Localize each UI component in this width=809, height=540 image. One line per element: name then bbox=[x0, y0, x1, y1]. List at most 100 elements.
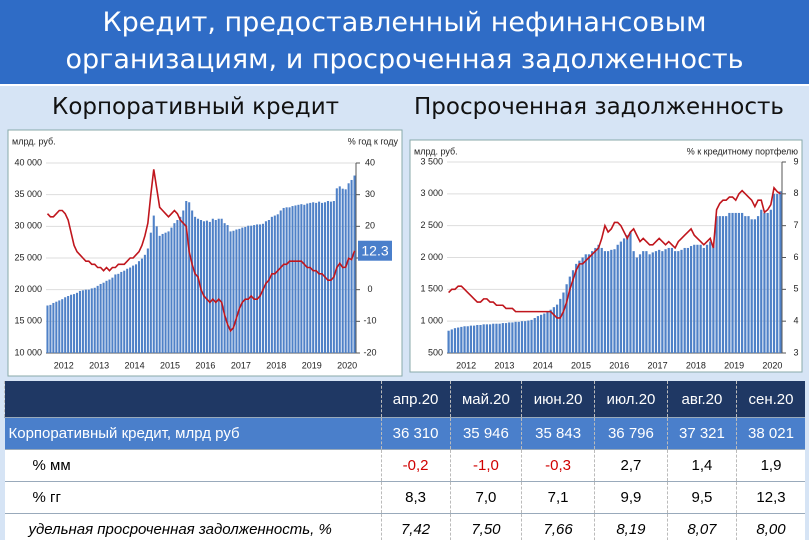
column-header: авг.20 bbox=[666, 381, 737, 418]
bar bbox=[58, 300, 61, 353]
x-tick-label: 2012 bbox=[456, 360, 476, 370]
bar bbox=[241, 227, 244, 353]
column-header: июл.20 bbox=[593, 381, 668, 418]
bar bbox=[498, 323, 501, 353]
bar bbox=[645, 251, 648, 353]
bar bbox=[747, 216, 750, 353]
bar bbox=[214, 220, 217, 353]
bar bbox=[772, 193, 776, 353]
column-header: июн.20 bbox=[521, 381, 595, 418]
bar bbox=[170, 227, 173, 353]
bar bbox=[329, 201, 332, 353]
bar bbox=[501, 323, 504, 353]
bar bbox=[96, 285, 99, 353]
y2-tick-label: -10 bbox=[363, 316, 376, 326]
x-tick-label: 2016 bbox=[609, 360, 629, 370]
bar bbox=[49, 304, 52, 353]
bar bbox=[208, 221, 211, 353]
column-header: сен.20 bbox=[735, 381, 805, 418]
y-tick-label: 1 500 bbox=[420, 284, 443, 294]
bar bbox=[568, 276, 571, 353]
bar bbox=[247, 225, 250, 353]
y2-tick-label: -20 bbox=[363, 347, 376, 357]
table-cell: 8,07 bbox=[666, 513, 737, 540]
line bbox=[46, 169, 356, 333]
bar bbox=[152, 215, 155, 353]
bar bbox=[686, 247, 689, 353]
bar bbox=[622, 238, 626, 353]
bar bbox=[155, 226, 158, 353]
bar bbox=[654, 251, 658, 353]
bar bbox=[105, 280, 108, 353]
bar bbox=[264, 221, 267, 353]
header-row: апр.20 май.20 июн.20 июл.20 авг.20 сен.20 bbox=[4, 381, 805, 418]
bar bbox=[143, 254, 146, 353]
bar bbox=[536, 316, 540, 353]
bar bbox=[288, 207, 291, 353]
bar bbox=[164, 232, 167, 353]
bar bbox=[90, 288, 93, 353]
bar bbox=[123, 270, 126, 353]
bar bbox=[173, 223, 176, 353]
x-tick-label: 2012 bbox=[54, 360, 74, 370]
bar bbox=[87, 289, 90, 353]
table-row: удельная просроченная задолженность, % 7,… bbox=[4, 513, 805, 540]
bar bbox=[629, 232, 632, 353]
table-cell: 35 843 bbox=[521, 417, 595, 450]
bar bbox=[753, 219, 756, 353]
x-tick-label: 2018 bbox=[266, 360, 286, 370]
bar bbox=[488, 324, 492, 353]
y-tick-label: 10 000 bbox=[14, 347, 42, 357]
bar bbox=[661, 251, 664, 353]
bar bbox=[244, 226, 247, 353]
bar bbox=[638, 254, 642, 353]
bar bbox=[473, 325, 476, 353]
bar bbox=[211, 218, 214, 353]
y2-tick-label: 9 bbox=[793, 156, 798, 166]
bar bbox=[120, 271, 123, 353]
bar bbox=[482, 324, 485, 353]
y2-tick-label: 5 bbox=[793, 284, 798, 294]
bar bbox=[176, 220, 179, 353]
bar bbox=[610, 249, 613, 353]
table-cell: -1,0 bbox=[449, 449, 522, 482]
bar bbox=[603, 251, 607, 353]
bar bbox=[460, 326, 463, 353]
x-tick-label: 2014 bbox=[125, 360, 145, 370]
bar bbox=[750, 219, 753, 353]
y-axis-label: млрд. руб. bbox=[414, 146, 458, 156]
bar bbox=[347, 183, 350, 353]
bar bbox=[533, 317, 536, 353]
bar bbox=[511, 322, 514, 353]
bar bbox=[594, 247, 597, 353]
bar bbox=[466, 326, 469, 353]
y2-tick-label: 0 bbox=[367, 284, 372, 294]
bar bbox=[453, 328, 457, 353]
bar bbox=[447, 330, 450, 353]
bar bbox=[530, 319, 533, 353]
bar bbox=[744, 216, 747, 353]
x-tick-label: 2013 bbox=[494, 360, 514, 370]
bar bbox=[52, 302, 55, 353]
bar bbox=[776, 193, 779, 353]
bar bbox=[584, 254, 587, 353]
bar bbox=[514, 321, 517, 353]
y-tick-label: 25 000 bbox=[14, 252, 42, 262]
bar bbox=[318, 201, 321, 353]
bar bbox=[632, 251, 635, 353]
bar bbox=[734, 212, 737, 353]
bar bbox=[306, 203, 309, 353]
bar bbox=[182, 210, 185, 353]
bar bbox=[756, 216, 760, 353]
table-cell: -0,3 bbox=[521, 449, 595, 482]
bar bbox=[350, 179, 353, 353]
bar bbox=[648, 254, 651, 353]
bar bbox=[132, 265, 135, 353]
bar bbox=[146, 248, 149, 353]
y2-tick-label: 6 bbox=[793, 252, 798, 262]
data-table: апр.20 май.20 июн.20 июл.20 авг.20 сен.20 Корп… bbox=[4, 381, 805, 540]
bar bbox=[619, 241, 622, 353]
bar bbox=[607, 251, 610, 353]
x-tick-label: 2015 bbox=[160, 360, 180, 370]
bar bbox=[137, 261, 141, 353]
